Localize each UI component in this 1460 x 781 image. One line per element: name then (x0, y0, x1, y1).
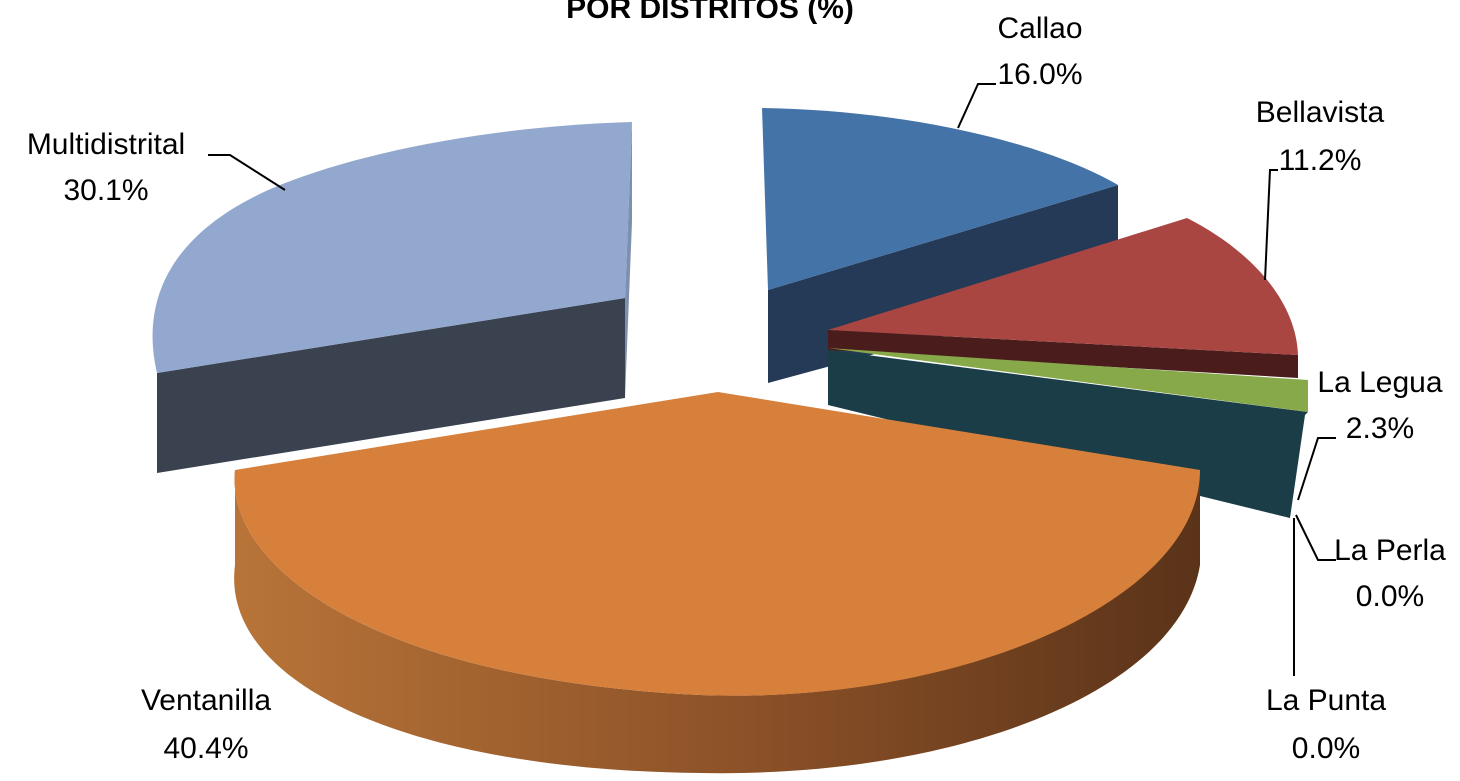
chart-title: POR DISTRITOS (%) (566, 0, 854, 25)
leader-line-la-legua (1297, 437, 1336, 501)
label-callao-name: Callao (997, 12, 1082, 45)
slice-la-legua-top (828, 348, 1308, 412)
slice-ventanilla-top (234, 392, 1201, 696)
slice-bellavista-side (828, 330, 1298, 378)
slice-bellavista-top (828, 218, 1298, 355)
slice-multidistrital (152, 122, 633, 473)
label-la-perla-value: 0.0% (1356, 580, 1424, 613)
label-ventanilla-value: 40.4% (163, 732, 248, 765)
slice-multidistrital-side-outer (625, 122, 632, 398)
label-la-punta-name: La Punta (1266, 684, 1386, 717)
leader-line-multidistrital (208, 154, 286, 191)
label-la-punta-value: 0.0% (1292, 732, 1360, 765)
label-multidistrital-value: 30.1% (63, 174, 148, 207)
leader-line-la-perla (1295, 514, 1336, 561)
label-la-perla-name: La Perla (1334, 534, 1446, 567)
label-multidistrital-name: Multidistrital (27, 128, 185, 161)
label-la-legua-value: 2.3% (1346, 412, 1414, 445)
label-la-legua-name: La Legua (1317, 366, 1442, 399)
data-labels: Callao 16.0% Bellavista 11.2% La Legua 2… (27, 12, 1446, 765)
slice-ventanilla-side (234, 470, 1200, 774)
leader-lines (208, 83, 1336, 676)
label-bellavista-value: 11.2% (1279, 144, 1362, 177)
leader-line-bellavista (1264, 169, 1278, 281)
slice-multidistrital-side (157, 298, 625, 473)
slice-bellavista (828, 218, 1298, 378)
slice-callao-top (762, 108, 1118, 290)
label-bellavista-name: Bellavista (1256, 96, 1385, 129)
label-callao-value: 16.0% (997, 58, 1082, 91)
slice-multidistrital-top (152, 122, 633, 373)
slice-ventanilla (234, 392, 1201, 774)
label-ventanilla-name: Ventanilla (141, 684, 271, 717)
leader-line-callao (957, 83, 996, 129)
